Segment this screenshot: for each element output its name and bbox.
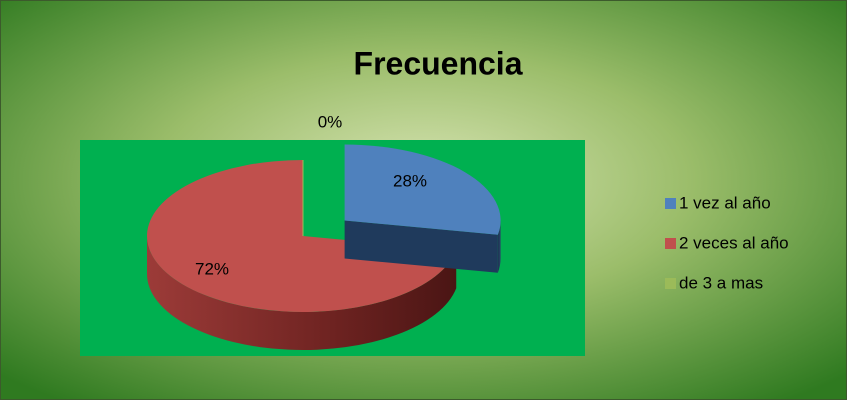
slice-side	[497, 220, 501, 273]
data-label: 28%	[393, 171, 427, 190]
legend: 1 vez al año 2 veces al año de 3 a mas	[665, 193, 789, 292]
legend-swatch	[665, 198, 676, 209]
slice-face	[344, 220, 498, 273]
legend-label: 2 veces al año	[679, 233, 789, 252]
data-label: 0%	[318, 112, 343, 131]
chart-title: Frecuencia	[354, 45, 523, 81]
slice	[147, 160, 457, 312]
slice	[344, 144, 501, 235]
pie: 28% 72% 0%	[147, 112, 501, 351]
legend-label: 1 vez al año	[679, 193, 771, 212]
data-label: 72%	[195, 259, 229, 278]
slice-side	[147, 236, 457, 351]
legend-swatch	[665, 238, 676, 249]
legend-label: de 3 a mas	[679, 273, 763, 292]
legend-swatch	[665, 278, 676, 289]
